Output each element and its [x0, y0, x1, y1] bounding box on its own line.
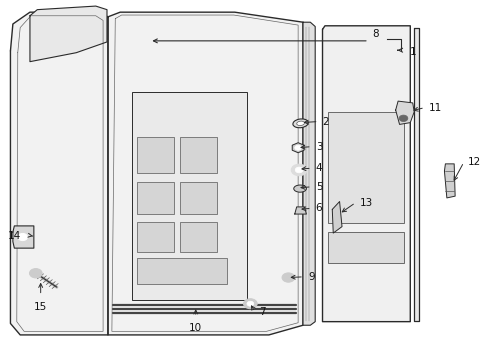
Polygon shape — [331, 202, 341, 233]
Polygon shape — [13, 226, 34, 248]
Circle shape — [295, 167, 303, 173]
Text: 10: 10 — [189, 323, 202, 333]
Text: 14: 14 — [8, 231, 21, 240]
Bar — [137, 222, 173, 252]
Circle shape — [246, 301, 253, 306]
Text: 5: 5 — [315, 182, 322, 192]
Ellipse shape — [296, 121, 304, 126]
Text: 13: 13 — [359, 198, 372, 208]
Bar — [132, 92, 246, 300]
Polygon shape — [444, 164, 454, 198]
Circle shape — [29, 269, 42, 278]
Bar — [137, 137, 173, 173]
Bar — [180, 222, 216, 252]
Ellipse shape — [293, 185, 306, 192]
Polygon shape — [395, 101, 413, 125]
Text: 15: 15 — [34, 302, 47, 312]
Text: 11: 11 — [428, 103, 441, 113]
Bar — [137, 182, 173, 214]
Polygon shape — [30, 6, 107, 62]
Text: 1: 1 — [408, 46, 415, 57]
Ellipse shape — [292, 119, 307, 128]
Circle shape — [282, 273, 294, 282]
Bar — [180, 182, 216, 214]
Circle shape — [243, 299, 257, 309]
Text: 8: 8 — [371, 30, 378, 40]
Polygon shape — [322, 26, 409, 321]
Circle shape — [18, 233, 27, 240]
Circle shape — [294, 145, 301, 150]
Circle shape — [291, 164, 306, 176]
Polygon shape — [303, 22, 315, 325]
Polygon shape — [292, 143, 304, 153]
Polygon shape — [413, 28, 418, 320]
Text: 7: 7 — [259, 307, 265, 317]
Text: 3: 3 — [315, 141, 322, 152]
Polygon shape — [10, 12, 108, 335]
Bar — [137, 258, 227, 284]
Text: 6: 6 — [315, 203, 322, 213]
Circle shape — [398, 115, 407, 122]
Text: 9: 9 — [307, 272, 314, 282]
Bar — [180, 137, 216, 173]
Polygon shape — [294, 207, 306, 214]
Text: 12: 12 — [467, 157, 480, 167]
Bar — [328, 112, 403, 223]
Polygon shape — [108, 12, 303, 335]
Text: 4: 4 — [315, 163, 322, 173]
Bar — [328, 231, 403, 263]
Text: 2: 2 — [322, 117, 328, 127]
